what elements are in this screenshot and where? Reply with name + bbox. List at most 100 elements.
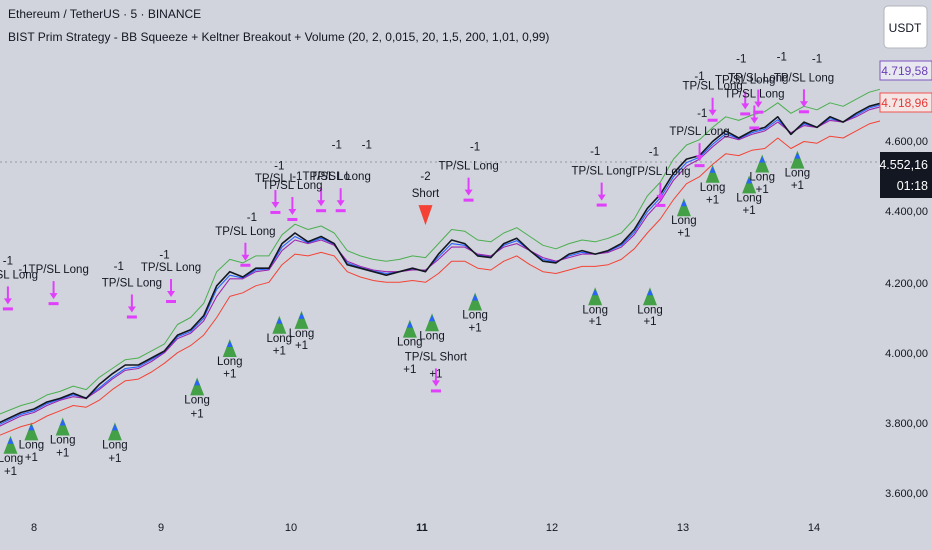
long-signal-triangle <box>790 150 805 169</box>
long-signal-triangle <box>107 422 122 441</box>
signal-label: Long <box>700 182 726 194</box>
entry-arrow <box>226 341 233 347</box>
long-signal-triangle <box>222 339 237 357</box>
exit-marker-head <box>49 293 58 300</box>
last-price-label: 4.552,16 <box>879 158 928 172</box>
lower-price-label-box <box>879 92 932 113</box>
entry-arrow <box>7 437 14 444</box>
exit-marker-head <box>3 298 12 305</box>
signal-label: TP/SL Long <box>572 166 632 178</box>
price-scale[interactable]: USDT 4.719,58 4.718,96 4.600,00 4.400,00… <box>879 0 932 550</box>
lower-price-label: 4.718,96 <box>881 96 928 110</box>
time-tick-label: 12 <box>546 522 558 534</box>
exit-marker-bar <box>240 263 251 267</box>
exit-marker-bar <box>270 210 281 214</box>
entry-arrow <box>646 289 653 296</box>
signal-label: TP/SL Long <box>724 89 784 101</box>
long-signal-triangle <box>705 164 720 183</box>
signal-label: +1 <box>589 316 602 328</box>
signal-label: Long <box>419 330 445 342</box>
long-signal-triangle <box>55 417 70 436</box>
exit-marker-head <box>167 291 176 298</box>
price-tick-label: 4.000,00 <box>885 348 928 360</box>
entry-arrow <box>406 321 413 328</box>
signal-label: +1 <box>191 408 204 420</box>
exit-marker-head <box>656 194 665 201</box>
exit-marker-head <box>464 189 473 196</box>
lower-band-line <box>0 119 909 436</box>
signal-label: Long <box>637 304 663 316</box>
signal-label: Long <box>736 192 762 204</box>
exit-marker-bar <box>749 126 760 130</box>
exit-marker-head <box>799 101 808 108</box>
entry-arrow <box>472 294 479 301</box>
signal-label: -1 <box>274 161 284 173</box>
time-axis[interactable]: 8 9 10 11 12 13 14 <box>31 522 820 534</box>
signal-label: +1 <box>429 368 442 380</box>
exit-marker-head <box>317 200 326 207</box>
signal-label: -1 <box>159 249 169 261</box>
signal-label: +1 <box>791 180 804 192</box>
short-signal-triangle <box>418 205 433 226</box>
symbol-title[interactable]: Ethereum / TetherUS · 5 · BINANCE <box>8 7 201 21</box>
signal-label: -1 <box>649 147 659 159</box>
entry-arrow <box>28 424 35 431</box>
currency-button-label: USDT <box>889 21 922 35</box>
long-signal-triangle <box>294 310 309 329</box>
long-signal-triangle <box>190 377 205 396</box>
currency-button[interactable] <box>883 5 928 49</box>
signal-label: -1 <box>247 212 257 224</box>
signal-label: Long <box>462 310 488 322</box>
exit-marker-head <box>741 103 750 110</box>
long-signal-triangle <box>425 313 440 332</box>
price-scale-panel <box>880 0 932 550</box>
signal-label: Long <box>671 215 697 227</box>
long-signal-triangle <box>24 422 39 441</box>
exit-marker-bar <box>430 389 441 393</box>
signal-label: TP/SL Long <box>262 180 322 192</box>
time-tick-label: 9 <box>158 522 164 534</box>
exit-marker-head <box>288 209 297 215</box>
exit-marker-head <box>754 101 763 108</box>
signal-label: Long <box>50 435 76 447</box>
signal-label: +1 <box>756 184 769 196</box>
long-signal-triangle <box>468 292 483 311</box>
long-signal-triangle <box>676 198 691 217</box>
time-tick-label: 14 <box>808 522 820 534</box>
signal-label: -1 <box>812 53 822 65</box>
exit-marker-bar <box>753 110 764 114</box>
signal-label: TP/SL Long <box>669 126 729 138</box>
exit-marker-bar <box>166 300 177 304</box>
entry-arrow <box>592 289 599 296</box>
signal-label: +1 <box>469 323 482 335</box>
exit-marker-head <box>336 200 345 207</box>
signal-label: -1 <box>470 141 480 153</box>
exit-marker-head <box>708 109 717 116</box>
signal-label: TP/SL Long <box>141 262 201 274</box>
signal-label: +1 <box>643 316 656 328</box>
upper-price-label-box <box>879 60 932 81</box>
signal-label: Long <box>184 394 210 406</box>
signal-label: TP/SL Long <box>715 74 775 86</box>
signal-label: TP/SL Long <box>215 226 275 238</box>
exit-marker-head <box>271 201 280 208</box>
label-layer: Long+1Long+1Long+1Long+1Long+1Long+1Long… <box>0 52 834 479</box>
signal-label: TP/SL Long <box>774 72 834 84</box>
exit-marker-bar <box>707 118 718 122</box>
signal-label: -1TP/SL Long <box>18 264 89 276</box>
time-tick-label: 13 <box>677 522 689 534</box>
time-tick-label: 8 <box>31 522 37 534</box>
exit-marker-bar <box>335 209 346 213</box>
signal-label: +1 <box>25 452 38 464</box>
entry-arrow <box>429 315 436 322</box>
signal-label: -1 <box>114 261 124 273</box>
strategy-title[interactable]: BIST Prim Strategy - BB Squeeze + Keltne… <box>8 30 549 44</box>
signal-label: TP/SL Long <box>311 171 371 183</box>
long-signal-triangle <box>588 287 603 306</box>
price-tick-label: 3.600,00 <box>885 488 928 500</box>
last-price-box <box>880 152 932 198</box>
long-signal-triangle <box>3 435 18 454</box>
signal-label: -1 <box>590 146 600 158</box>
price-tick-label: 4.400,00 <box>885 206 928 218</box>
